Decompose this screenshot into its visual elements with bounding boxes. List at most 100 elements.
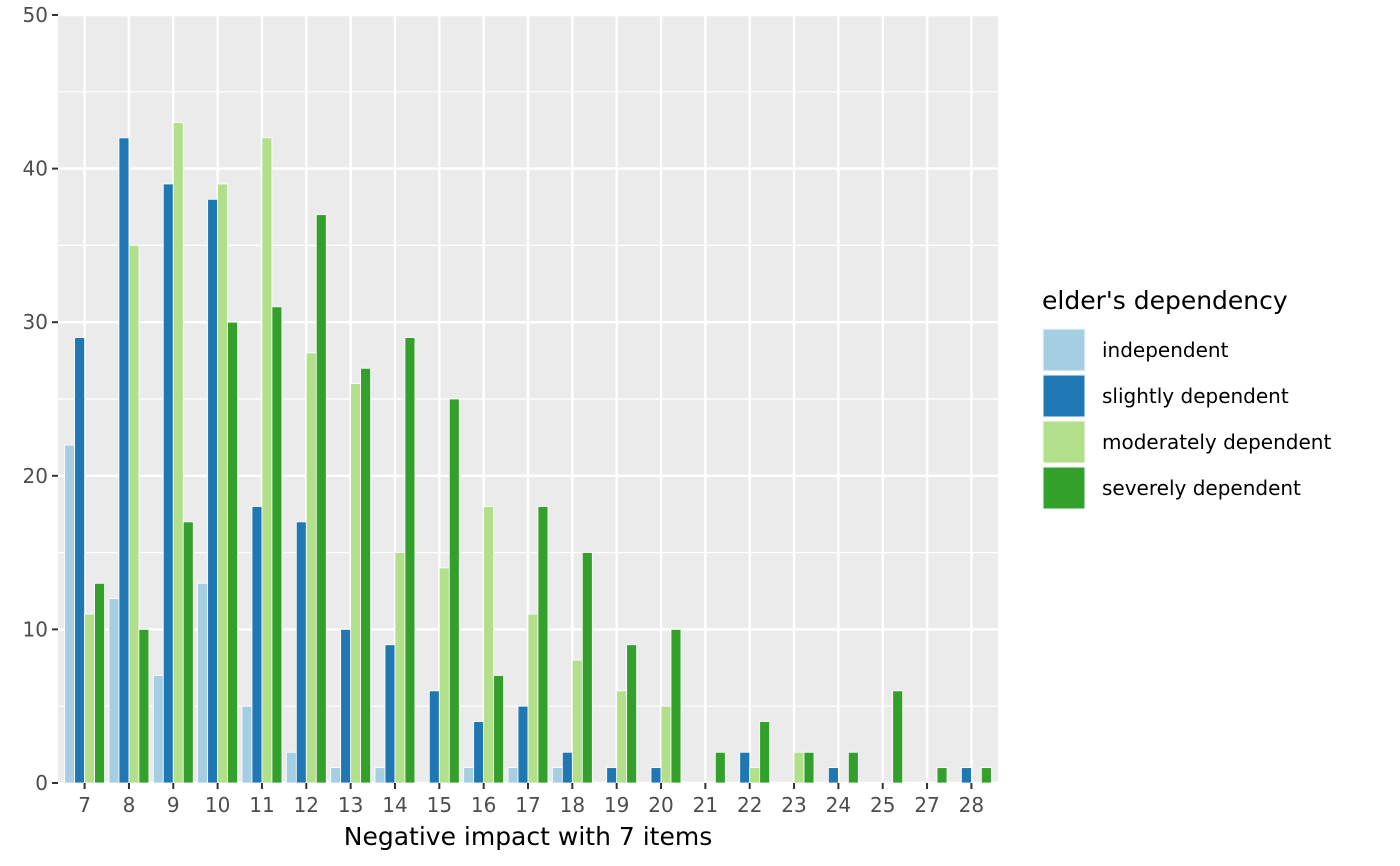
bar-severely-dependent	[448, 398, 460, 784]
bar-moderately-dependent	[438, 567, 450, 784]
x-tick-label: 19	[604, 793, 629, 817]
bar-moderately-dependent	[571, 659, 583, 784]
y-tick-label: 40	[23, 157, 48, 181]
bar-moderately-dependent	[394, 552, 406, 784]
x-tick-label: 10	[205, 793, 230, 817]
bar-independent	[108, 598, 120, 784]
bar-severely-dependent	[404, 337, 416, 784]
bar-slightly-dependent	[74, 337, 86, 784]
x-tick-label: 20	[648, 793, 673, 817]
x-tick-label: 8	[123, 793, 136, 817]
legend-swatch	[1042, 374, 1086, 418]
legend-swatch	[1042, 328, 1086, 372]
bar-moderately-dependent	[128, 244, 140, 784]
bar-severely-dependent	[803, 751, 815, 784]
bar-moderately-dependent	[84, 613, 95, 784]
bar-moderately-dependent	[660, 705, 672, 784]
bar-severely-dependent	[537, 506, 549, 784]
bar-slightly-dependent	[428, 690, 440, 784]
bar-slightly-dependent	[739, 751, 751, 784]
bar-moderately-dependent	[527, 613, 539, 784]
bar-moderately-dependent	[350, 383, 362, 784]
legend-swatch	[1042, 466, 1086, 510]
bars	[64, 122, 992, 784]
bar-moderately-dependent	[305, 352, 317, 784]
x-tick-label: 12	[294, 793, 319, 817]
legend-label: moderately dependent	[1102, 430, 1331, 454]
bar-moderately-dependent	[217, 183, 228, 784]
bar-slightly-dependent	[207, 198, 219, 784]
bar-severely-dependent	[138, 629, 150, 784]
bar-severely-dependent	[714, 751, 726, 784]
y-tick-label: 20	[23, 464, 48, 488]
y-tick-label: 50	[23, 3, 48, 27]
bar-moderately-dependent	[749, 767, 761, 784]
x-tick-label: 11	[249, 793, 274, 817]
x-tick-label: 24	[826, 793, 851, 817]
bar-slightly-dependent	[561, 751, 573, 784]
bar-independent	[507, 767, 519, 784]
x-tick-label: 13	[338, 793, 363, 817]
legend-title: elder's dependency	[1042, 286, 1288, 315]
bar-slightly-dependent	[961, 767, 972, 784]
x-tick-label: 7	[78, 793, 91, 817]
bar-severely-dependent	[892, 690, 904, 784]
x-tick-label: 14	[382, 793, 407, 817]
bar-slightly-dependent	[340, 629, 352, 784]
x-tick-label: 18	[560, 793, 585, 817]
bar-severely-dependent	[581, 552, 593, 784]
bar-severely-dependent	[493, 675, 505, 784]
legend-label: slightly dependent	[1102, 384, 1289, 408]
bar-slightly-dependent	[828, 767, 839, 784]
bar-slightly-dependent	[606, 767, 618, 784]
legend: elder's dependency independent slightly d…	[1042, 286, 1331, 510]
bar-independent	[463, 767, 475, 784]
bar-moderately-dependent	[616, 690, 628, 784]
y-tick-label: 30	[23, 310, 48, 334]
x-tick-label: 17	[515, 793, 540, 817]
bar-severely-dependent	[936, 767, 948, 784]
legend-label: independent	[1102, 338, 1229, 362]
y-axis: 0 10 20 30 40 50	[23, 3, 58, 795]
y-tick-label: 0	[35, 771, 48, 795]
bar-moderately-dependent	[172, 122, 184, 784]
bar-independent	[330, 767, 342, 784]
x-axis: 7 8 9 10 11 12 13 14 15 16 17 18 19 20 21 22 23 24 25 27 28	[78, 783, 984, 817]
bar-independent	[374, 767, 386, 784]
x-tick-label: 25	[870, 793, 895, 817]
bar-moderately-dependent	[483, 506, 495, 784]
x-tick-label: 21	[693, 793, 718, 817]
x-tick-label: 22	[737, 793, 762, 817]
legend-label: severely dependent	[1102, 476, 1301, 500]
bar-severely-dependent	[847, 751, 859, 784]
bar-severely-dependent	[980, 767, 992, 784]
bar-severely-dependent	[759, 721, 771, 784]
bar-severely-dependent	[94, 582, 105, 784]
bar-severely-dependent	[670, 629, 682, 784]
x-axis-title: Negative impact with 7 items	[344, 822, 712, 851]
x-tick-label: 15	[427, 793, 452, 817]
bar-independent	[285, 751, 297, 784]
bar-severely-dependent	[271, 306, 283, 784]
x-tick-label: 27	[914, 793, 939, 817]
bar-slightly-dependent	[251, 506, 263, 784]
bar-independent	[241, 705, 253, 784]
bar-moderately-dependent	[261, 137, 273, 784]
bar-independent	[197, 582, 209, 784]
bar-slightly-dependent	[517, 705, 529, 784]
bar-severely-dependent	[315, 214, 327, 784]
x-tick-label: 9	[167, 793, 180, 817]
bar-slightly-dependent	[650, 767, 662, 784]
bar-severely-dependent	[182, 521, 194, 784]
bar-moderately-dependent	[793, 751, 805, 784]
bar-slightly-dependent	[118, 137, 130, 784]
bar-slightly-dependent	[295, 521, 307, 784]
legend-swatch	[1042, 420, 1086, 464]
y-tick-label: 10	[23, 617, 48, 641]
bar-independent	[551, 767, 563, 784]
bar-severely-dependent	[626, 644, 638, 784]
bar-slightly-dependent	[473, 721, 485, 784]
bar-independent	[64, 444, 76, 784]
bar-slightly-dependent	[162, 183, 174, 784]
